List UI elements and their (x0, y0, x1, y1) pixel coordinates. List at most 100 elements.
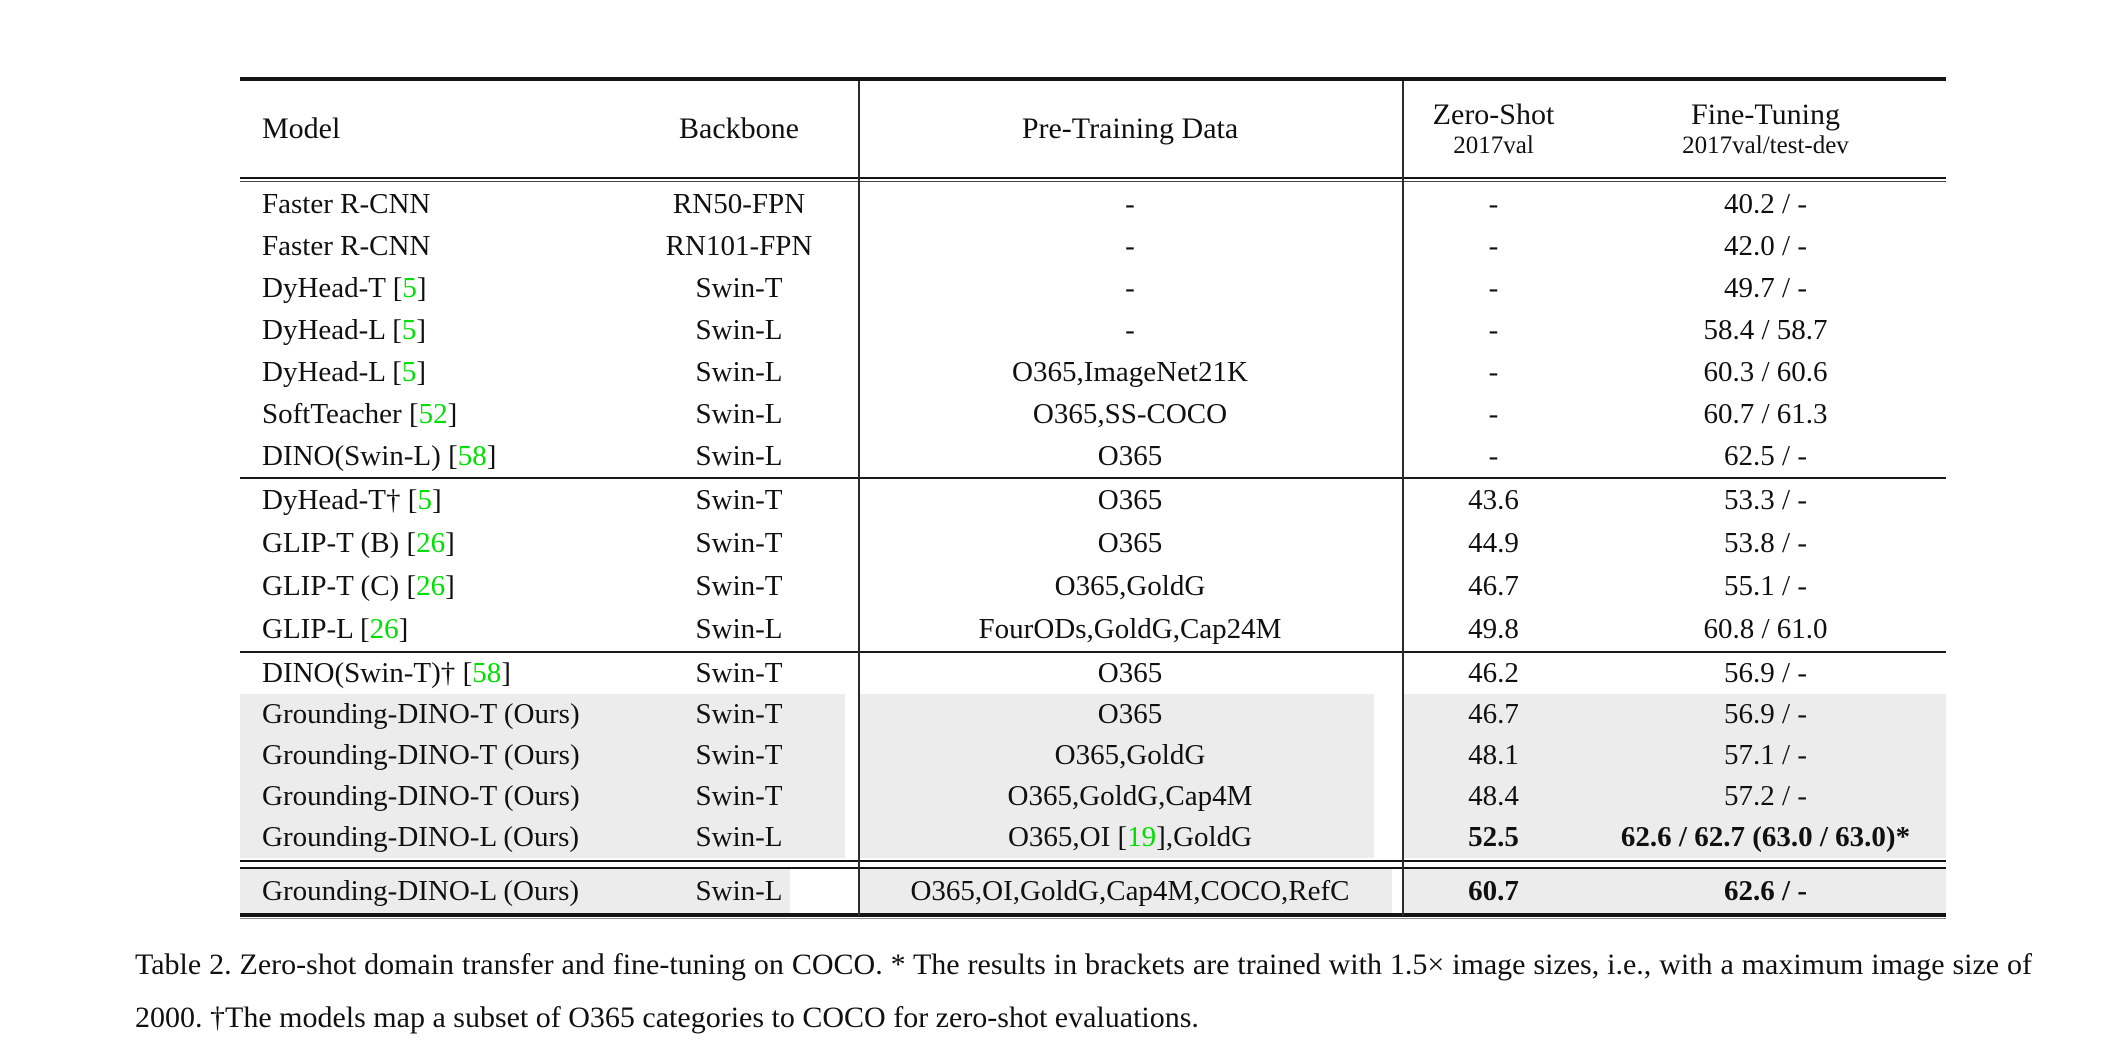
citation-link[interactable]: 19 (1127, 821, 1157, 853)
fine-tuning-cell: 62.6 / 62.7 (63.0 / 63.0)* (1585, 817, 1946, 858)
table-header-row: Model Backbone Pre-Training Data Zero-Sh… (240, 81, 1946, 177)
pretrain-cell: - (1125, 313, 1135, 346)
zero-shot-cell: 60.7 (1402, 869, 1585, 913)
header-fine-tuning-title: Fine-Tuning (1691, 98, 1840, 132)
zero-shot-cell: 46.7 (1402, 694, 1585, 735)
zero-shot-cell: 44.9 (1468, 527, 1519, 559)
citation-link[interactable]: 5 (417, 484, 432, 516)
model-cell: Grounding-DINO-L (Ours) (240, 869, 620, 913)
fine-tuning-cell: 53.3 / - (1724, 484, 1807, 516)
header-backbone: Backbone (679, 112, 799, 145)
model-cell: Faster R-CNN (262, 229, 431, 262)
table-row: DyHead-L [5] Swin-L O365,ImageNet21K - 60.3 … (240, 351, 1946, 393)
backbone-cell: Swin-L (695, 397, 783, 430)
section-separator-rule (240, 858, 1946, 869)
model-cell: Grounding-DINO-T (Ours) (240, 735, 620, 776)
fine-tuning-cell: 62.6 / - (1585, 869, 1946, 913)
citation-link[interactable]: 26 (416, 570, 446, 602)
zero-shot-cell: 49.8 (1468, 613, 1519, 645)
fine-tuning-cell: 55.1 / - (1724, 570, 1807, 602)
pretrain-cell: O365,OI,GoldG,Cap4M,COCO,RefC (858, 869, 1402, 913)
fine-tuning-cell: 49.7 / - (1724, 271, 1807, 304)
backbone-cell: Swin-L (695, 355, 783, 388)
backbone-cell: Swin-L (695, 439, 783, 472)
pretrain-cell: O365 (1097, 439, 1163, 472)
table-row: Faster R-CNN RN101-FPN - - 42.0 / - (240, 225, 1946, 267)
pretrain-cell: O365,GoldG (1054, 570, 1206, 602)
zero-shot-cell: 48.1 (1402, 735, 1585, 776)
table-row: DINO(Swin-L) [58] Swin-L O365 - 62.5 / - (240, 435, 1946, 477)
header-pretrain: Pre-Training Data (1021, 112, 1239, 145)
table-row: SoftTeacher [52] Swin-L O365,SS-COCO - 60.7 … (240, 393, 1946, 435)
table-row: GLIP-T (C) [26] Swin-T O365,GoldG 46.7 55.1 … (240, 565, 1946, 608)
table-row: Faster R-CNN RN50-FPN - - 40.2 / - (240, 183, 1946, 225)
section-separator-rule (240, 477, 1946, 479)
table-row: Grounding-DINO-T (Ours) Swin-T O365,GoldG 4… (240, 735, 1946, 776)
model-cell: Grounding-DINO-T (Ours) (240, 776, 620, 817)
pretrain-cell: O365,OI [19],GoldG (858, 817, 1402, 858)
backbone-cell: RN101-FPN (665, 229, 813, 262)
section-separator-rule (240, 651, 1946, 653)
fine-tuning-cell: 56.9 / - (1724, 657, 1807, 689)
table-body: Faster R-CNN RN50-FPN - -40.2 / - Faster R-C… (240, 177, 1946, 920)
citation-link[interactable]: 26 (416, 527, 446, 559)
table-row: GLIP-L [26] Swin-L FourODs,GoldG,Cap24M 49.… (240, 608, 1946, 651)
backbone-cell: Swin-T (695, 657, 783, 689)
backbone-cell: Swin-L (695, 613, 783, 645)
header-model: Model (262, 112, 341, 145)
pretrain-cell: O365,SS-COCO (1032, 397, 1228, 430)
zero-shot-cell: 43.6 (1468, 484, 1519, 516)
backbone-cell: Swin-L (620, 869, 858, 913)
citation-link[interactable]: 58 (472, 657, 502, 689)
backbone-cell: Swin-T (620, 776, 858, 817)
header-fine-tuning: Fine-Tuning 2017val/test-dev (1585, 81, 1946, 177)
results-table: Model Backbone Pre-Training Data Zero-Sh… (240, 77, 1946, 920)
zero-shot-cell: 52.5 (1402, 817, 1585, 858)
pretrain-cell: O365 (1097, 484, 1163, 516)
column-divider-1 (858, 81, 860, 916)
fine-tuning-cell: 56.9 / - (1585, 694, 1946, 735)
zero-shot-cell: - (1488, 313, 1499, 346)
table-row: DyHead-T† [5] Swin-T O365 43.6 53.3 / - (240, 479, 1946, 522)
table-top-rule (240, 77, 1946, 81)
model-cell: DINO(Swin-L) [58] (262, 439, 497, 472)
header-zero-shot-title: Zero-Shot (1432, 98, 1555, 132)
zero-shot-cell: 46.7 (1468, 570, 1519, 602)
citation-link[interactable]: 5 (401, 355, 417, 388)
model-cell: DINO(Swin-T)† [58] (262, 657, 511, 689)
pretrain-cell: - (1125, 271, 1135, 304)
backbone-cell: Swin-T (695, 484, 783, 516)
table-row: DINO(Swin-T)† [58] Swin-T O365 46.2 56.9 / - (240, 653, 1946, 694)
fine-tuning-cell: 57.2 / - (1585, 776, 1946, 817)
backbone-cell: Swin-L (695, 313, 783, 346)
backbone-cell: Swin-L (620, 817, 858, 858)
pretrain-cell: O365 (858, 694, 1402, 735)
table-row: GLIP-T (B) [26] Swin-T O365 44.9 53.8 / - (240, 522, 1946, 565)
table-row: Grounding-DINO-L (Ours) Swin-L O365,OI,Gol… (240, 869, 1946, 913)
section-separator-rule (240, 913, 1946, 920)
backbone-cell: Swin-T (695, 527, 783, 559)
fine-tuning-cell: 42.0 / - (1724, 229, 1807, 262)
zero-shot-cell: - (1488, 229, 1499, 262)
zero-shot-cell: 46.2 (1468, 657, 1519, 689)
header-zero-shot: Zero-Shot 2017val (1402, 81, 1585, 177)
fine-tuning-cell: 58.4 / 58.7 (1703, 313, 1828, 346)
column-divider-2 (1402, 81, 1404, 916)
citation-link[interactable]: 26 (369, 613, 399, 645)
citation-link[interactable]: 5 (401, 313, 417, 346)
model-cell: GLIP-T (C) [26] (262, 570, 455, 602)
backbone-cell: Swin-T (695, 570, 783, 602)
pretrain-cell: O365,GoldG (858, 735, 1402, 776)
table-row: Grounding-DINO-T (Ours) Swin-T O365 46.7 56.… (240, 694, 1946, 735)
citation-link[interactable]: 5 (402, 271, 417, 304)
zero-shot-cell: - (1488, 355, 1499, 388)
citation-link[interactable]: 58 (457, 439, 487, 472)
fine-tuning-cell: 57.1 / - (1585, 735, 1946, 776)
model-cell: Grounding-DINO-T (Ours) (240, 694, 620, 735)
citation-link[interactable]: 52 (418, 397, 448, 430)
backbone-cell: Swin-T (620, 694, 858, 735)
table-row: DyHead-L [5] Swin-L - - 58.4 / 58.7 (240, 309, 1946, 351)
fine-tuning-cell: 53.8 / - (1724, 527, 1807, 559)
header-zero-shot-subtitle: 2017val (1453, 131, 1534, 159)
model-cell: Faster R-CNN (262, 187, 431, 220)
